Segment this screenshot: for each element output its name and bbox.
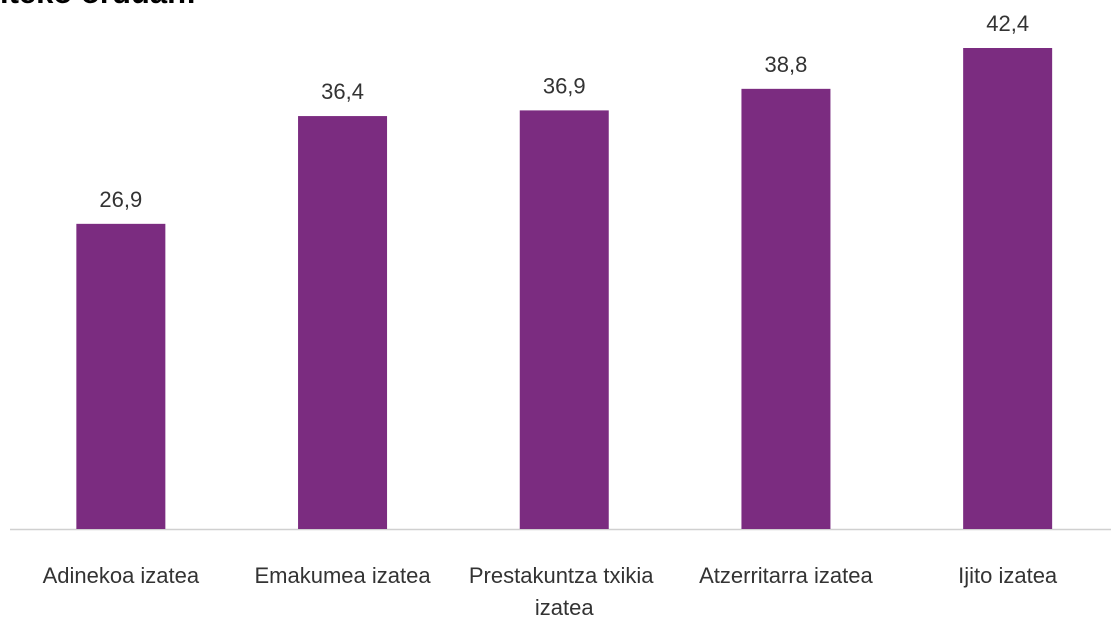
x-tick-label: Adinekoa izatea: [43, 563, 200, 588]
x-tick-label: Ijito izatea: [958, 563, 1058, 588]
x-tick-label: Prestakuntza txikia izatea: [469, 563, 660, 617]
x-tick-label: Emakumea izatea: [255, 563, 432, 588]
chart-title: iteko orduan:: [0, 0, 196, 10]
bar: [519, 110, 609, 530]
bar: [76, 223, 166, 529]
value-label: 36,4: [321, 79, 364, 104]
x-tick-label: Atzerritarra izatea: [699, 563, 873, 588]
bar: [298, 116, 388, 529]
value-label: 26,9: [99, 187, 142, 212]
bar: [741, 88, 831, 529]
value-label: 38,8: [765, 52, 808, 77]
value-label: 36,9: [543, 73, 586, 98]
bar: [963, 48, 1053, 529]
value-label: 42,4: [986, 11, 1029, 36]
